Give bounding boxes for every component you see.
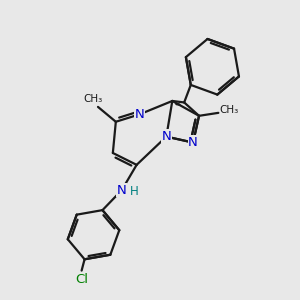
Text: N: N bbox=[135, 108, 145, 121]
Text: Cl: Cl bbox=[75, 273, 88, 286]
Text: CH₃: CH₃ bbox=[83, 94, 102, 103]
Text: CH₃: CH₃ bbox=[219, 106, 239, 116]
Text: N: N bbox=[188, 136, 198, 149]
Text: N: N bbox=[117, 184, 127, 196]
Text: H: H bbox=[130, 185, 139, 198]
Text: N: N bbox=[161, 130, 171, 143]
